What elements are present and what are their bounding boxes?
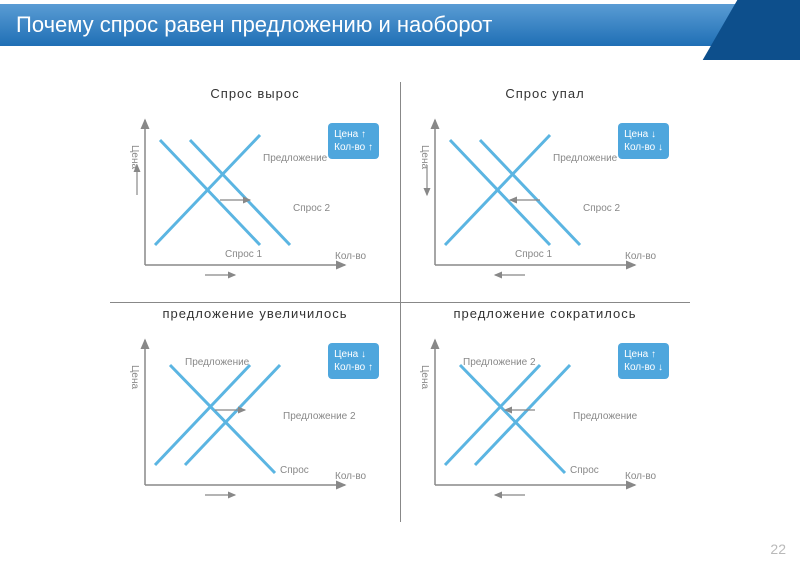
summary-box: Цена ↑Кол-во ↓ [618, 343, 669, 379]
panel-title: Спрос вырос [114, 86, 396, 101]
series-label: Спрос [570, 465, 599, 476]
supply-demand-panel: Спрос вырос Цена Цена ↑Кол-во ↑ Кол-во Предл… [110, 82, 400, 302]
panel-title: предложение сократилось [404, 306, 686, 321]
series-line [445, 365, 540, 465]
chart-area: Цена Цена ↑Кол-во ↑ Кол-во Предложение Спрос… [125, 105, 385, 285]
series-label: Предложение 2 [283, 411, 356, 422]
series-label: Предложение 2 [463, 357, 536, 368]
slide-header: Почему спрос равен предложению и наоборо… [0, 4, 800, 46]
summary-box: Цена ↓Кол-во ↓ [618, 123, 669, 159]
series-line [450, 140, 550, 245]
series-line [185, 365, 280, 465]
x-axis-label: Кол-во [625, 251, 657, 262]
chart-area: Цена Цена ↓Кол-во ↑ Кол-во Предложение Предл… [125, 325, 385, 505]
supply-demand-panel: предложение увеличилось Цена Цена ↓Кол-во … [110, 302, 400, 522]
summary-box: Цена ↑Кол-во ↑ [328, 123, 379, 159]
x-axis-label: Кол-во [335, 251, 367, 262]
summary-box: Цена ↓Кол-во ↑ [328, 343, 379, 379]
series-line [155, 365, 250, 465]
y-axis-label: Цена [129, 145, 140, 169]
y-axis-label: Цена [419, 145, 430, 169]
series-label: Спрос [280, 465, 309, 476]
panel-title: Спрос упал [404, 86, 686, 101]
series-label: Спрос 2 [583, 203, 621, 214]
series-label: Предложение [553, 153, 618, 164]
series-label: Спрос 1 [515, 249, 553, 260]
series-line [160, 140, 260, 245]
chart-grid: Спрос вырос Цена Цена ↑Кол-во ↑ Кол-во Предл… [110, 82, 690, 522]
slide-title: Почему спрос равен предложению и наоборо… [16, 12, 492, 38]
x-axis-label: Кол-во [335, 471, 367, 482]
y-axis-label: Цена [419, 365, 430, 389]
series-line [170, 365, 275, 473]
y-axis-label: Цена [129, 365, 140, 389]
x-axis-label: Кол-во [625, 471, 657, 482]
panel-title: предложение увеличилось [114, 306, 396, 321]
series-line [475, 365, 570, 465]
chart-area: Цена Цена ↑Кол-во ↓ Кол-во Предложение 2 Пре… [415, 325, 675, 505]
series-line [460, 365, 565, 473]
series-label: Спрос 1 [225, 249, 263, 260]
series-label: Предложение [573, 411, 638, 422]
series-label: Спрос 2 [293, 203, 331, 214]
page-number: 22 [770, 542, 786, 556]
chart-area: Цена Цена ↓Кол-во ↓ Кол-во Предложение Спрос… [415, 105, 675, 285]
series-label: Предложение [263, 153, 328, 164]
series-label: Предложение [185, 357, 250, 368]
supply-demand-panel: предложение сократилось Цена Цена ↑Кол-во … [400, 302, 690, 522]
header-decoration [703, 0, 800, 60]
supply-demand-panel: Спрос упал Цена Цена ↓Кол-во ↓ Кол-во Предло… [400, 82, 690, 302]
